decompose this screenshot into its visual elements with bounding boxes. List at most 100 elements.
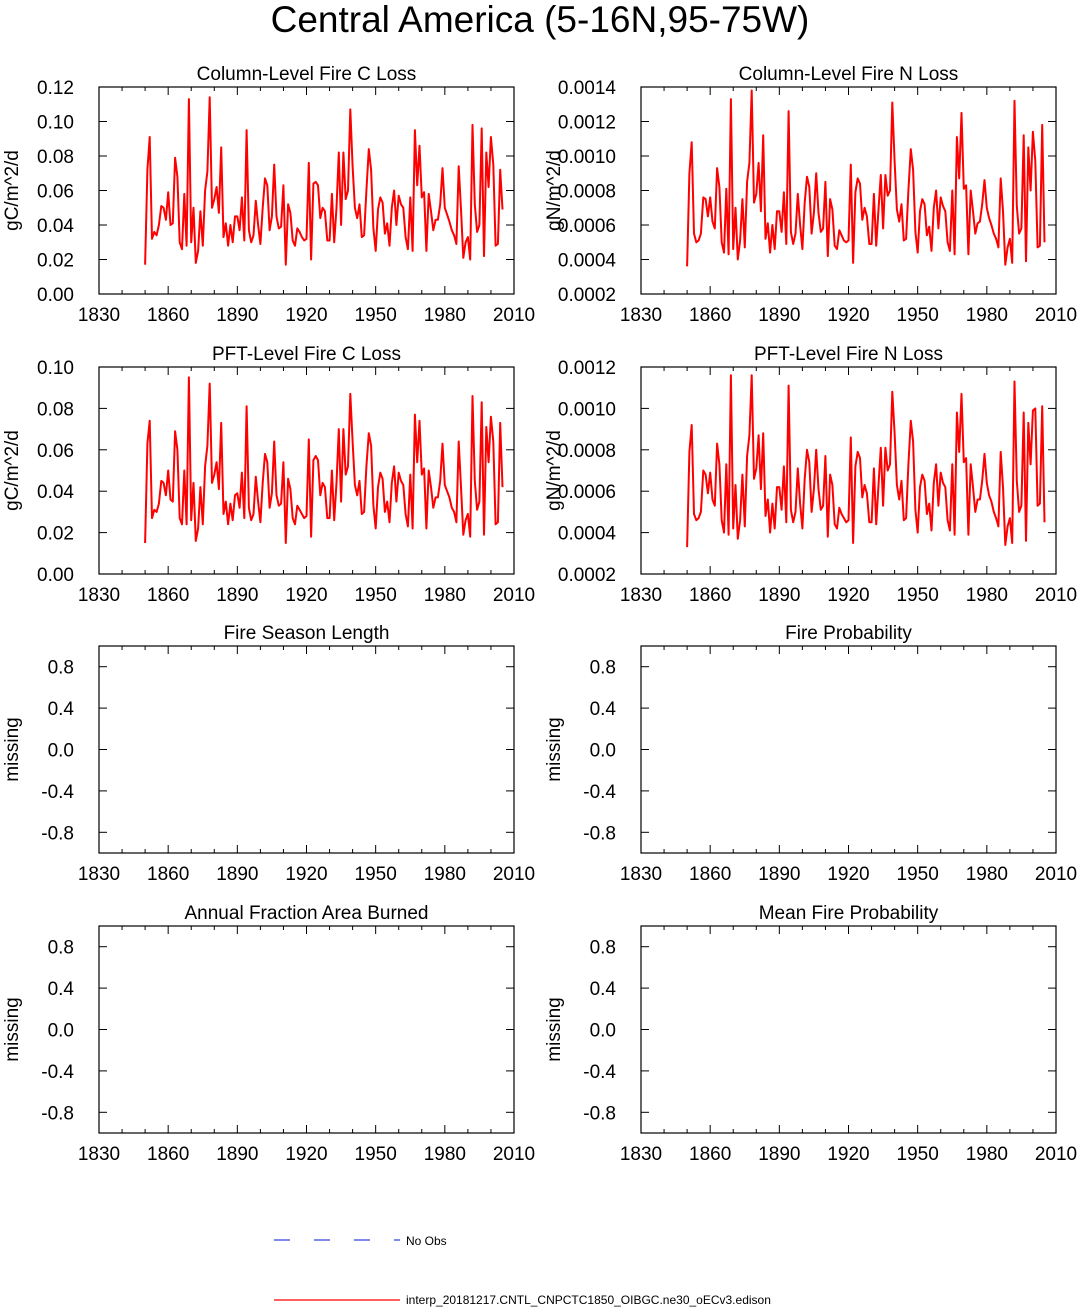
y-tick-label: 0.0010 [558, 147, 616, 168]
x-tick-label: 2010 [1035, 1144, 1077, 1165]
x-tick-label: 1920 [827, 305, 869, 326]
y-tick-label: 0.0010 [558, 399, 616, 420]
x-tick-label: 1890 [758, 864, 800, 885]
x-tick-label: 1890 [216, 864, 258, 885]
y-tick-label: 0.12 [37, 78, 74, 99]
x-tick-label: 2010 [493, 1144, 535, 1165]
series-line-1 [686, 89, 1046, 267]
x-tick-label: 2010 [493, 585, 535, 606]
y-axis-label: missing [2, 997, 23, 1061]
y-tick-label: 0.0002 [558, 285, 616, 306]
chart-panel-3: PFT-Level Fire C Loss gC/m^2/d 1830 1860 189… [2, 344, 535, 606]
x-tick-label: 1980 [424, 305, 466, 326]
x-tick-label: 2010 [493, 864, 535, 885]
x-tick-label: 1890 [758, 1144, 800, 1165]
chart-panel-1: Column-Level Fire C Loss gC/m^2/d 1830 1860… [2, 64, 535, 326]
y-tick-label: 0.4 [590, 699, 617, 720]
y-tick-label: 0.04 [37, 216, 74, 237]
x-tick-label: 2010 [1035, 305, 1077, 326]
y-tick-label: 0.00 [37, 565, 74, 586]
x-tick-label: 1920 [285, 1144, 327, 1165]
x-tick-label: 1830 [620, 585, 662, 606]
series-line-1 [144, 376, 504, 544]
y-tick-label: 0.0004 [558, 251, 617, 272]
legend-obs-label: No Obs [406, 1234, 447, 1248]
x-tick-label: 1890 [216, 585, 258, 606]
x-tick-label: 1950 [355, 1144, 397, 1165]
x-tick-label: 1950 [897, 305, 939, 326]
x-tick-label: 1980 [966, 585, 1008, 606]
x-tick-label: 1830 [78, 864, 120, 885]
y-tick-label: 0.04 [37, 482, 74, 503]
y-tick-label: 0.10 [37, 113, 74, 134]
x-tick-label: 1890 [758, 305, 800, 326]
x-tick-label: 2010 [1035, 864, 1077, 885]
y-tick-label: 0.06 [37, 441, 74, 462]
plot-frame [640, 925, 1057, 1134]
chart-title: Column-Level Fire N Loss [739, 64, 959, 85]
x-tick-label: 1920 [285, 864, 327, 885]
y-tick-label: -0.4 [41, 782, 74, 803]
plot-frame [640, 366, 1057, 575]
y-tick-label: -0.4 [583, 1062, 616, 1083]
plot-frame [98, 925, 515, 1134]
series-line-1 [144, 96, 504, 266]
chart-title: Column-Level Fire C Loss [197, 64, 417, 85]
y-tick-label: 0.08 [37, 399, 74, 420]
x-tick-label: 1860 [689, 1144, 731, 1165]
y-tick-label: 0.8 [48, 938, 74, 959]
plot-frame [640, 86, 1057, 295]
y-tick-label: 0.08 [37, 147, 74, 168]
chart-panel-4: PFT-Level Fire N Loss gN/m^2/d 1830 1860 189… [544, 344, 1077, 606]
y-axis-label: gN/m^2/d [544, 150, 565, 231]
x-tick-label: 1920 [285, 585, 327, 606]
y-tick-label: 0.02 [37, 251, 74, 272]
chart-panel-5: Fire Season Length missing 1830 1860 1890 192… [2, 623, 535, 885]
plot-frame [98, 645, 515, 854]
x-tick-label: 1830 [78, 1144, 120, 1165]
legend-model-label: interp_20181217.CNTL_CNPCTC1850_OIBGC.ne… [406, 1293, 771, 1307]
x-tick-label: 1890 [216, 1144, 258, 1165]
y-axis-label: missing [2, 717, 23, 781]
y-tick-label: -0.8 [583, 1103, 616, 1124]
y-tick-label: 0.0 [590, 741, 616, 762]
x-tick-label: 1950 [897, 585, 939, 606]
series-line-1 [686, 374, 1046, 548]
x-tick-label: 1860 [147, 585, 189, 606]
x-tick-label: 1950 [355, 305, 397, 326]
y-tick-label: -0.4 [41, 1062, 74, 1083]
y-tick-label: 0.4 [48, 699, 75, 720]
x-tick-label: 1830 [78, 585, 120, 606]
y-tick-label: 0.06 [37, 182, 74, 203]
y-tick-label: 0.0 [48, 741, 74, 762]
chart-title: Mean Fire Probability [759, 903, 939, 924]
y-tick-label: 0.4 [48, 979, 75, 1000]
y-tick-label: -0.8 [41, 1103, 74, 1124]
y-axis-label: gC/m^2/d [2, 150, 23, 231]
x-tick-label: 1920 [285, 305, 327, 326]
x-tick-label: 2010 [493, 305, 535, 326]
figure-title: Central America (5-16N,95-75W) [270, 0, 810, 40]
x-tick-label: 1890 [758, 585, 800, 606]
y-axis-label: gN/m^2/d [544, 430, 565, 511]
x-tick-label: 1980 [424, 585, 466, 606]
chart-panel-6: Fire Probability missing 1830 1860 1890 1920 1… [544, 623, 1077, 885]
x-tick-label: 1860 [689, 864, 731, 885]
x-tick-label: 1830 [78, 305, 120, 326]
chart-title: Fire Season Length [224, 623, 390, 644]
x-tick-label: 1920 [827, 1144, 869, 1165]
x-tick-label: 1890 [216, 305, 258, 326]
y-tick-label: 0.0012 [558, 113, 616, 134]
y-tick-label: 0.0 [590, 1021, 616, 1042]
x-tick-label: 1920 [827, 864, 869, 885]
y-tick-label: -0.8 [41, 823, 74, 844]
y-tick-label: 0.0 [48, 1021, 74, 1042]
x-tick-label: 1980 [424, 1144, 466, 1165]
y-axis-label: missing [544, 997, 565, 1061]
x-tick-label: 1860 [689, 585, 731, 606]
y-tick-label: 0.0012 [558, 358, 616, 379]
y-tick-label: 0.0008 [558, 441, 616, 462]
chart-title: PFT-Level Fire N Loss [754, 344, 943, 365]
x-tick-label: 1830 [620, 1144, 662, 1165]
